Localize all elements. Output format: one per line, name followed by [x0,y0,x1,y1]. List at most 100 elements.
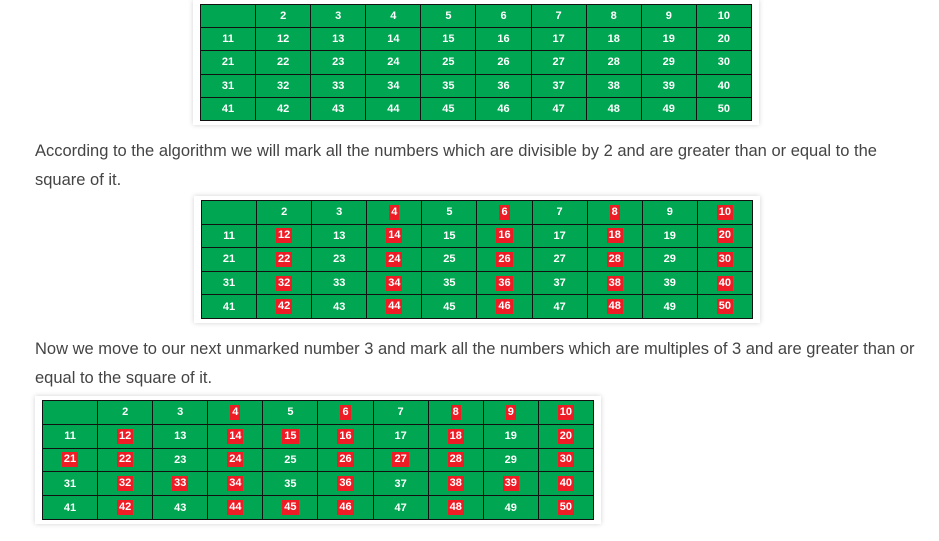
number-cell: 42 [255,96,312,122]
marked-number: 42 [117,500,134,516]
number-cell: 48 [586,294,643,319]
marked-number: 36 [337,476,354,492]
number-cell: 16 [476,223,533,249]
number-cell: 17 [530,27,587,52]
number: 31 [222,277,236,290]
number-cell: 24 [366,247,423,272]
number: 5 [445,10,452,23]
number-cell: 31 [41,471,99,497]
marked-number: 40 [557,476,575,492]
number-cell: 8 [585,3,642,29]
number-cell: 27 [372,447,429,473]
number-cell: 13 [310,27,367,52]
number-cell: 21 [199,50,257,75]
marked-number: 4 [389,204,400,220]
number: 11 [222,33,234,46]
number-cell: 40 [695,73,753,98]
table-row: 11 12 13 14 15 16 17 18 19 20 [41,423,595,449]
marked-number: 34 [386,275,403,291]
sieve-table-3-card: 2 3 4 5 6 7 8 9 10 11 12 13 14 15 16 17 18 19 20 21 22 23 24 25… [35,396,601,524]
number: 17 [394,430,407,443]
number-cell: 17 [372,423,429,449]
marked-number: 32 [276,275,293,291]
number-cell: 14 [366,223,423,249]
number-cell: 33 [152,471,209,497]
marked-number: 50 [557,500,575,516]
number-cell: 48 [427,495,484,520]
number-cell: 29 [482,447,539,473]
marked-number: 22 [276,251,293,267]
number: 27 [552,56,565,69]
number: 2 [280,10,287,23]
marked-number: 18 [606,228,623,244]
number: 16 [497,33,510,46]
number: 35 [284,477,297,490]
number-cell: 13 [311,223,368,249]
table-row: 2 3 4 5 6 7 8 9 10 [200,200,754,225]
number-cell [41,400,99,425]
number-cell: 21 [200,247,258,272]
number: 3 [335,10,342,23]
number: 20 [717,33,731,46]
number-cell: 38 [427,471,484,497]
number-cell: 47 [372,495,429,520]
number-cell: 20 [695,27,753,52]
marked-number: 46 [496,299,513,315]
marked-number: 24 [227,452,244,468]
marked-number: 12 [117,428,134,444]
number-cell: 2 [97,400,154,425]
marked-number: 18 [447,428,464,444]
marked-number: 15 [282,428,299,444]
number: 49 [663,300,676,313]
number-cell: 9 [641,200,698,225]
number-cell: 5 [262,400,319,425]
number: 43 [174,501,187,514]
number-cell: 22 [256,247,313,272]
number: 15 [443,229,456,242]
number-cell: 37 [531,270,588,296]
number-cell: 6 [317,400,374,425]
table-row: 21 22 23 24 25 26 27 28 29 30 [41,447,595,473]
number: 6 [500,10,507,23]
number: 38 [607,79,620,92]
number-cell: 43 [311,294,368,319]
table-row: 2 3 4 5 6 7 8 9 10 [41,400,595,425]
number-cell [199,3,257,29]
number: 49 [662,102,675,115]
number: 21 [222,253,236,266]
marked-number: 36 [496,275,513,291]
number: 17 [552,33,565,46]
number-cell: 24 [207,447,264,473]
number-cell: 2 [256,200,313,225]
number-cell: 46 [476,294,533,319]
number-cell: 10 [537,400,595,425]
number: 17 [553,229,566,242]
number: 3 [177,406,184,419]
number-cell: 14 [365,27,422,52]
number-cell: 42 [97,495,154,520]
marked-number: 14 [227,428,244,444]
number: 4 [390,10,397,23]
sieve-table-3: 2 3 4 5 6 7 8 9 10 11 12 13 14 15 16 17 18 19 20 21 22 23 24 25… [41,400,595,520]
number: 42 [277,102,290,115]
number: 45 [443,300,456,313]
number: 15 [442,33,455,46]
number-cell: 45 [421,294,478,319]
number: 22 [277,56,290,69]
number-cell: 44 [207,495,264,520]
marked-number: 30 [557,452,575,468]
marked-number: 39 [502,476,519,492]
table-row: 21 22 23 24 25 26 27 28 29 30 [199,50,753,75]
number-cell: 32 [256,270,313,296]
number-cell: 41 [200,294,258,319]
number-cell: 2 [255,3,312,29]
number: 18 [607,33,620,46]
number-cell: 12 [255,27,312,52]
number-cell: 18 [427,423,484,449]
table-row: 21 22 23 24 25 26 27 28 29 30 [200,247,754,272]
marked-number: 38 [447,476,464,492]
marked-number: 33 [172,476,189,492]
number-cell: 27 [531,247,588,272]
table-row: 31 32 33 34 35 36 37 38 39 40 [41,471,595,497]
number-cell: 29 [640,50,697,75]
